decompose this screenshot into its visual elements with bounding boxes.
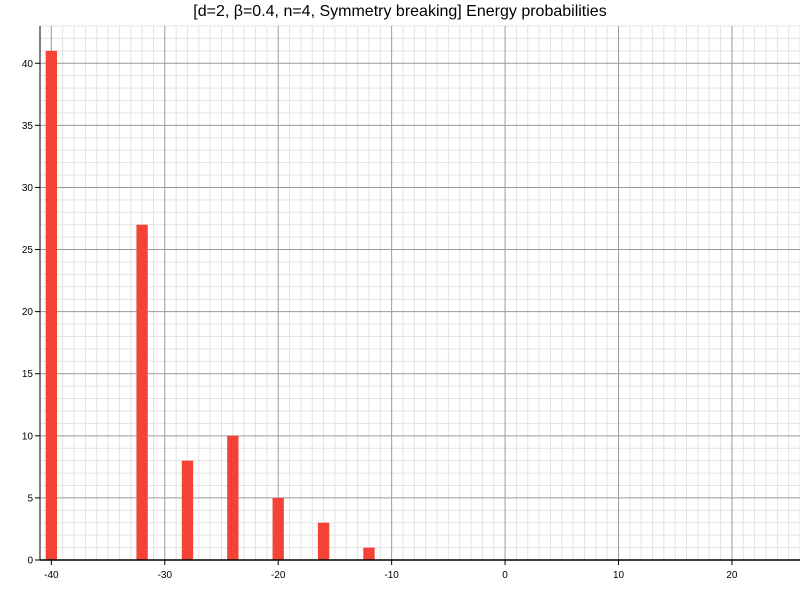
x-tick-label: -20 <box>271 570 286 581</box>
y-tick-label: 20 <box>22 307 34 318</box>
x-tick-label: 10 <box>613 570 625 581</box>
bar <box>227 435 239 560</box>
y-tick-label: 5 <box>27 493 33 504</box>
bar <box>363 547 375 560</box>
bar <box>45 50 58 560</box>
major-grid <box>40 26 800 560</box>
x-axis-ticks: -40 -30 -20 -10 0 10 20 <box>44 560 738 581</box>
y-axis-ticks: 0 5 10 15 20 25 30 35 40 <box>22 59 40 567</box>
y-tick-label: 35 <box>22 121 34 132</box>
bars <box>45 50 375 560</box>
x-tick-label: -10 <box>384 570 399 581</box>
bar <box>272 497 284 560</box>
x-tick-label: -30 <box>158 570 173 581</box>
bar <box>181 460 194 560</box>
bar <box>317 522 330 560</box>
y-tick-label: 25 <box>22 245 34 256</box>
x-tick-label: 0 <box>502 570 508 581</box>
minor-grid <box>39 25 800 560</box>
chart-title: [d=2, β=0.4, n=4, Symmetry breaking] Ene… <box>193 3 607 20</box>
y-tick-label: 15 <box>22 369 34 380</box>
y-tick-label: 0 <box>27 556 33 567</box>
y-tick-label: 40 <box>22 59 34 70</box>
x-tick-label: -40 <box>44 570 59 581</box>
y-tick-label: 10 <box>22 431 34 442</box>
axes <box>39 26 800 561</box>
y-tick-label: 30 <box>22 183 34 194</box>
x-tick-label: 20 <box>726 570 738 581</box>
bar <box>136 224 148 560</box>
